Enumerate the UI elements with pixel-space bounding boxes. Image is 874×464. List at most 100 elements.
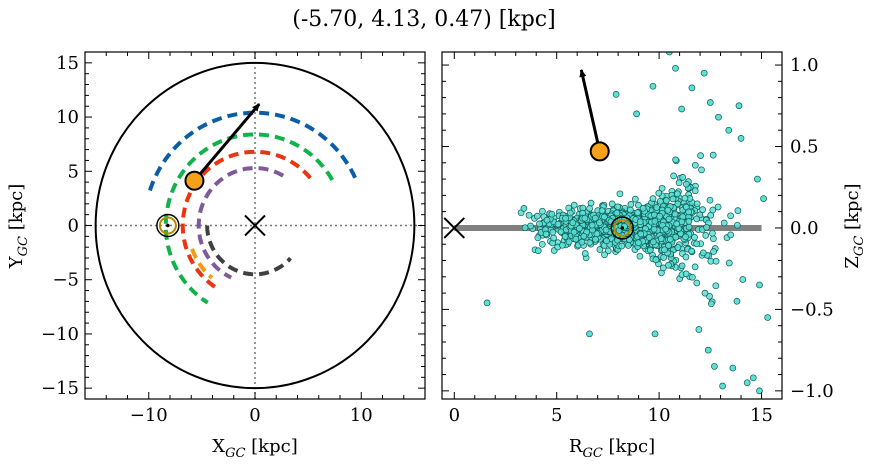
star-point (636, 252, 644, 260)
star-point (673, 220, 681, 228)
right-ytick-label-0: −1.0 (790, 381, 834, 402)
left-x-label-unit: [kpc] (245, 436, 297, 457)
left-y-label-main: Y (6, 255, 27, 269)
left-ytick-label-2: −5 (52, 270, 79, 291)
star-point (714, 203, 722, 211)
star-point (670, 172, 677, 180)
left-y-label-sub: GC (16, 236, 31, 256)
star-point (542, 230, 550, 238)
star-point (631, 195, 639, 203)
star-point (570, 228, 578, 236)
star-point (734, 221, 741, 229)
star-point (710, 235, 717, 243)
star-point (614, 203, 622, 211)
star-point (691, 161, 699, 169)
left-spiral-arm-2 (180, 149, 312, 290)
star-point (662, 225, 670, 233)
right-xtick-label-2: 10 (648, 405, 671, 426)
star-point (739, 276, 747, 283)
star-point (637, 230, 645, 238)
star-point (682, 233, 689, 241)
star-point (756, 281, 763, 289)
star-point (665, 215, 673, 223)
star-point (664, 206, 672, 214)
right-x-axis-label: RGC [kpc] (569, 436, 655, 461)
star-point (598, 207, 606, 215)
star-point (639, 204, 647, 212)
star-point (525, 211, 533, 219)
right-x-label-sub: GC (582, 446, 602, 461)
right-xtick-label-1: 5 (551, 405, 562, 426)
star-point (691, 187, 699, 195)
star-point (536, 220, 543, 228)
left-sun-inner-ring (158, 216, 177, 235)
left-spiral-arm-0 (146, 110, 357, 197)
left-xtick-label-2: 10 (350, 405, 373, 426)
star-point (652, 256, 660, 264)
star-point (681, 194, 689, 202)
star-point (735, 102, 743, 110)
star-point (561, 233, 569, 240)
left-ytick-label-6: 15 (56, 53, 79, 74)
star-point (565, 238, 573, 246)
star-point (592, 235, 599, 243)
right-ytick-label-2: 0.0 (790, 218, 819, 239)
star-point (764, 314, 772, 321)
star-point (646, 246, 654, 254)
left-boundary-circle (94, 61, 416, 390)
right-plot-area (443, 52, 772, 395)
left-source-marker (184, 170, 205, 191)
star-point (554, 220, 562, 228)
star-point (539, 207, 546, 215)
left-velocity-arrow (193, 103, 261, 182)
left-ytick-label-4: 5 (68, 161, 79, 182)
right-sun-inner-ring (613, 218, 632, 237)
star-point (603, 237, 610, 245)
star-point (691, 263, 699, 271)
star-point (581, 214, 589, 222)
star-point (698, 166, 705, 174)
star-point (559, 241, 566, 249)
left-ytick-label-0: −15 (41, 378, 79, 399)
star-point (693, 240, 701, 248)
star-point (596, 246, 604, 253)
right-panel: 0 5 10 15−1.0−0.50.00.51.0 RGC [kpc] ZGC [k… (441, 51, 867, 461)
star-point (588, 221, 596, 229)
star-point (618, 242, 626, 250)
star-point (720, 219, 728, 227)
star-point (636, 218, 644, 226)
left-spiral-arm-3 (196, 165, 285, 280)
star-point (743, 379, 751, 387)
star-point (719, 382, 726, 390)
star-point (697, 152, 704, 159)
star-point (706, 99, 714, 106)
star-point (693, 215, 701, 223)
star-point (727, 212, 734, 220)
star-point (703, 223, 710, 231)
figure-title: (-5.70, 4.13, 0.47) [kpc] (292, 7, 555, 32)
star-point (675, 179, 683, 187)
star-point (672, 64, 679, 72)
left-axis-ticks: −10 0 10 −15 −10 −5 0 5 10 15 (41, 52, 425, 426)
star-point (580, 232, 588, 240)
star-point (608, 200, 616, 208)
star-point (572, 235, 580, 243)
star-point (674, 190, 681, 198)
star-point (712, 282, 720, 290)
right-ytick-label-3: 0.5 (790, 136, 819, 157)
right-xtick-label-3: 15 (750, 405, 773, 426)
star-point (627, 206, 634, 214)
star-point (534, 247, 542, 255)
star-point (650, 225, 658, 233)
star-point (596, 219, 603, 227)
star-point (685, 223, 693, 231)
star-point (534, 234, 542, 242)
star-point (663, 197, 670, 204)
left-x-label-sub: GC (225, 446, 245, 461)
star-point (704, 346, 712, 354)
star-point (666, 235, 674, 243)
star-point (682, 270, 690, 278)
star-point (578, 238, 586, 246)
star-point (760, 195, 767, 202)
